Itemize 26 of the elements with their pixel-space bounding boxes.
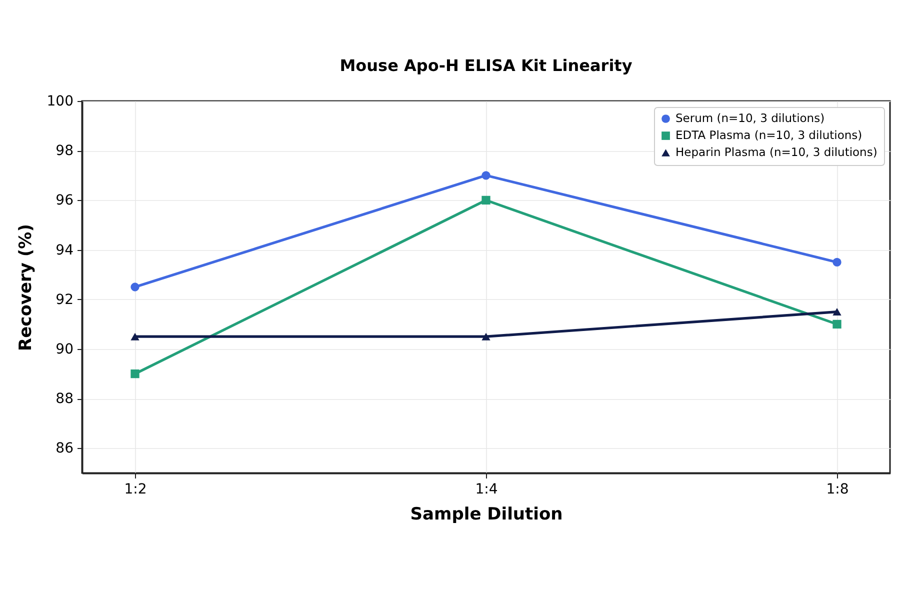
point <box>832 258 842 267</box>
y-tick-label: 92 <box>56 292 74 308</box>
point <box>130 332 140 340</box>
y-tick-label: 86 <box>56 440 74 457</box>
point <box>130 369 140 378</box>
point <box>832 308 842 316</box>
point <box>130 282 140 292</box>
x-tick-label: 1:8 <box>826 482 849 498</box>
point <box>482 196 490 205</box>
point <box>482 171 490 180</box>
y-axis-title: Recovery (%) <box>16 224 36 351</box>
y-tick-label: 94 <box>56 242 74 258</box>
y-tick-label: 98 <box>56 143 74 160</box>
y-tick-label: 88 <box>56 391 74 408</box>
point <box>832 320 842 329</box>
legend-label: Serum (n=10, 3 dilutions) <box>676 110 825 125</box>
y-tick-label: 96 <box>56 192 74 209</box>
legend-label: EDTA Plasma (n=10, 3 dilutions) <box>676 128 862 142</box>
legend-label: Heparin Plasma (n=10, 3 dilutions) <box>676 144 878 159</box>
point <box>482 332 490 340</box>
x-tick-label: 1:4 <box>475 482 498 498</box>
chart-title: Mouse Apo-H ELISA Kit Linearity <box>340 56 633 75</box>
x-axis-title: Sample Dilution <box>410 504 563 524</box>
x-tick-label: 1:2 <box>124 482 147 498</box>
y-tick-label: 100 <box>46 94 74 110</box>
y-tick-label: 90 <box>56 342 74 358</box>
